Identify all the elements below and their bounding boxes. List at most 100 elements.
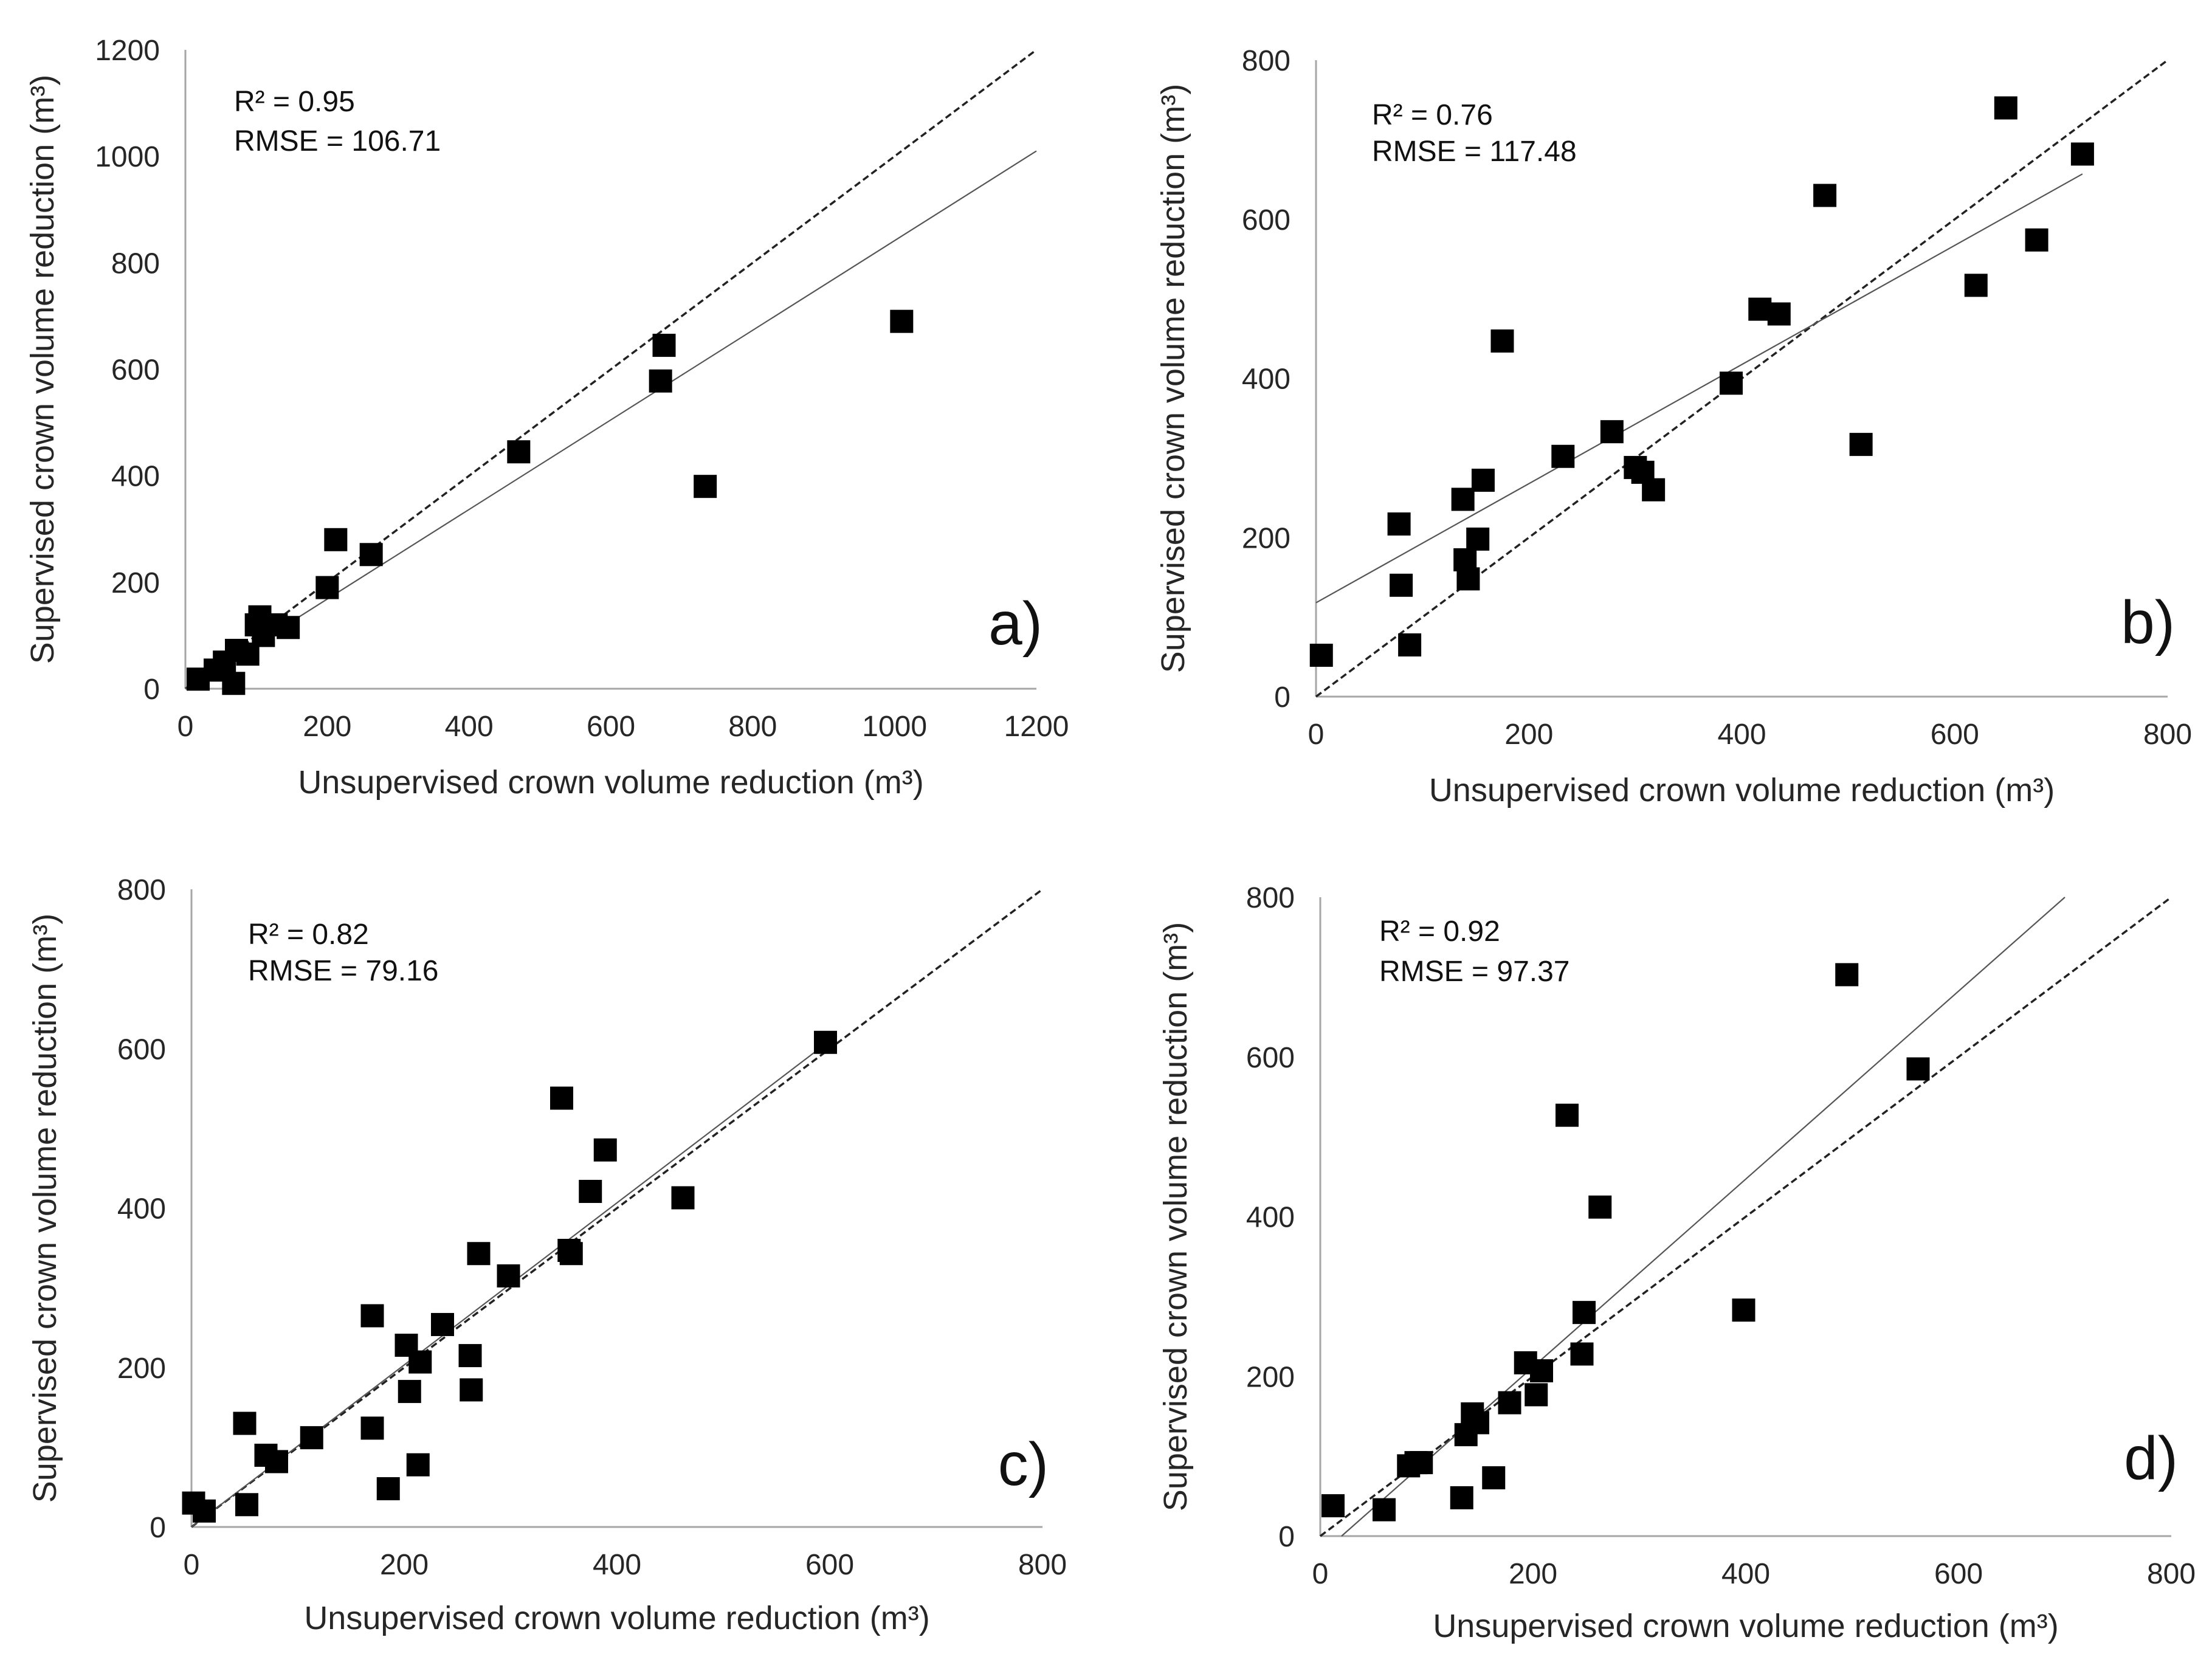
data-point (814, 1030, 837, 1054)
data-point (460, 1378, 483, 1402)
data-point (652, 334, 676, 357)
data-point (1570, 1342, 1594, 1366)
y-tick-label: 400 (117, 1193, 166, 1225)
x-tick-label: 600 (1934, 1558, 1983, 1590)
panel-label: b) (2121, 588, 2175, 657)
x-tick-label: 0 (177, 711, 194, 743)
y-tick-label: 600 (1246, 1042, 1295, 1074)
data-point (497, 1264, 520, 1287)
y-tick-label: 200 (111, 567, 160, 599)
data-point (1410, 1451, 1433, 1475)
data-point (1398, 633, 1422, 657)
data-point (1466, 527, 1490, 551)
y-tick-label: 800 (1246, 882, 1295, 914)
data-point (1906, 1057, 1930, 1081)
data-point (360, 1416, 384, 1440)
x-tick-label: 600 (1931, 719, 1979, 751)
x-axis-label: Unsupervised crown volume reduction (m³) (304, 1600, 929, 1636)
data-point (694, 475, 717, 498)
y-tick-label: 800 (117, 874, 166, 906)
data-point (1719, 371, 1743, 395)
y-tick-label: 1200 (95, 35, 160, 67)
panel-label: a) (988, 590, 1042, 658)
data-point (579, 1179, 602, 1203)
data-point (1482, 1466, 1506, 1490)
x-tick-label: 600 (587, 711, 635, 743)
data-point (2025, 228, 2048, 252)
r-squared-text: R² = 0.95 (234, 86, 355, 118)
x-tick-label: 800 (1018, 1549, 1067, 1581)
data-point (1450, 1486, 1473, 1509)
y-axis-label: Supervised crown volume reduction (m³) (27, 914, 63, 1503)
x-tick-label: 200 (380, 1549, 429, 1581)
data-point (467, 1242, 491, 1266)
data-point (406, 1453, 430, 1477)
x-tick-label: 400 (445, 711, 494, 743)
data-point (359, 543, 383, 567)
y-tick-label: 600 (1242, 204, 1290, 236)
data-point (235, 1493, 258, 1517)
r-squared-text: R² = 0.82 (248, 918, 369, 951)
data-point (222, 672, 246, 695)
y-tick-label: 400 (1246, 1202, 1295, 1234)
y-tick-label: 0 (1274, 681, 1290, 714)
panel-label: d) (2124, 1424, 2178, 1492)
data-point (1530, 1359, 1553, 1383)
y-tick-label: 800 (111, 247, 160, 280)
r-squared-text: R² = 0.76 (1372, 99, 1493, 131)
data-point (1835, 963, 1859, 987)
data-point (1309, 643, 1333, 667)
data-point (1373, 1498, 1396, 1522)
data-point (315, 576, 339, 599)
data-point (277, 616, 300, 639)
data-point (1573, 1301, 1596, 1325)
x-tick-label: 400 (1721, 1558, 1770, 1590)
panel-d: 0 200 400 600 800 0 200 400 600 800 Unsupervised c… (1157, 882, 2196, 1644)
x-axis-label: Unsupervised crown volume reduction (m³) (1429, 772, 2055, 808)
x-tick-label: 200 (1509, 1558, 1557, 1590)
data-point (1642, 478, 1666, 501)
panel-b: 0 200 400 600 800 0 200 400 600 800 Unsupervised c… (1155, 45, 2192, 808)
x-tick-label: 800 (2143, 719, 2192, 751)
data-point (1813, 184, 1837, 207)
x-tick-label: 0 (1312, 1558, 1329, 1590)
x-tick-label: 400 (1717, 719, 1766, 751)
data-point (1490, 329, 1514, 353)
data-point (1451, 488, 1475, 511)
x-tick-label: 400 (593, 1549, 641, 1581)
y-axis-label: Supervised crown volume reduction (m³) (1155, 84, 1191, 673)
r-squared-text: R² = 0.92 (1379, 915, 1500, 948)
x-tick-label: 1000 (862, 711, 927, 743)
panel-c: 0 200 400 600 800 0 200 400 600 800 Unsupervised c… (27, 874, 1067, 1636)
data-point (1588, 1195, 1612, 1219)
data-point (1849, 433, 1873, 457)
data-point (1471, 469, 1495, 492)
data-point (559, 1242, 583, 1266)
data-point (649, 369, 672, 393)
data-point (2070, 142, 2094, 166)
data-point (300, 1426, 323, 1450)
data-point (1456, 567, 1480, 591)
rmse-text: RMSE = 106.71 (234, 125, 441, 157)
data-point (1551, 444, 1575, 468)
y-tick-label: 200 (1242, 522, 1290, 554)
y-tick-label: 400 (1242, 364, 1290, 396)
regression-line (185, 150, 1037, 689)
rmse-text: RMSE = 97.37 (1379, 956, 1570, 988)
y-tick-label: 800 (1242, 45, 1290, 77)
data-point (233, 1411, 257, 1435)
regression-line (1341, 897, 2066, 1537)
data-point (1498, 1391, 1521, 1415)
x-tick-label: 600 (805, 1549, 854, 1581)
x-axis-label: Unsupervised crown volume reduction (m³) (298, 764, 923, 801)
x-tick-label: 200 (1504, 719, 1553, 751)
data-point (193, 1499, 216, 1523)
x-tick-label: 0 (184, 1549, 200, 1581)
data-point (1994, 96, 2017, 120)
one-to-one-line (1319, 896, 2172, 1537)
data-point (1964, 274, 1988, 297)
data-point (1387, 512, 1411, 536)
y-tick-label: 200 (1246, 1361, 1295, 1393)
y-tick-label: 200 (117, 1353, 166, 1385)
